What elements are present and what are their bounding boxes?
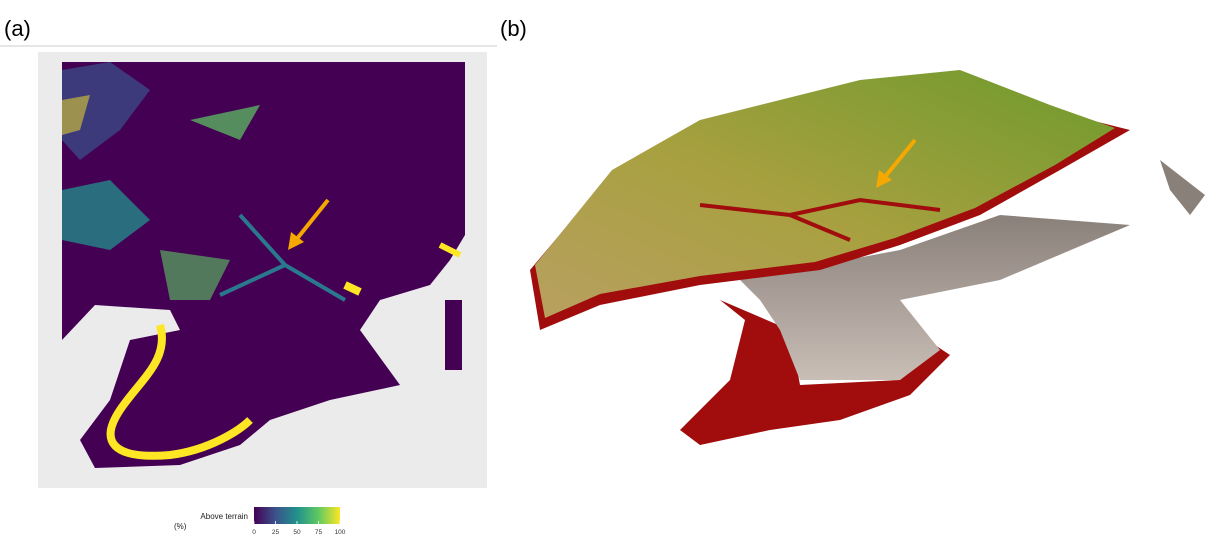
terrain-render [530, 70, 1205, 445]
panel-label: (a) [4, 16, 31, 41]
page: (a) Above terrain (%) 0255075100 (b) (()… [0, 0, 1211, 535]
tick-label: 75 [315, 529, 323, 535]
legend-title: (%) [174, 522, 187, 531]
panel-label: (b) [500, 16, 527, 41]
tick-label: 100 [335, 529, 346, 535]
legend-title: Above terrain [200, 512, 248, 521]
tick-label: 0 [252, 529, 256, 535]
tick-label: 50 [293, 529, 301, 535]
figure: (a) Above terrain (%) 0 25 50 75 100 (b) [0, 0, 1211, 535]
tick-label: 25 [272, 529, 280, 535]
